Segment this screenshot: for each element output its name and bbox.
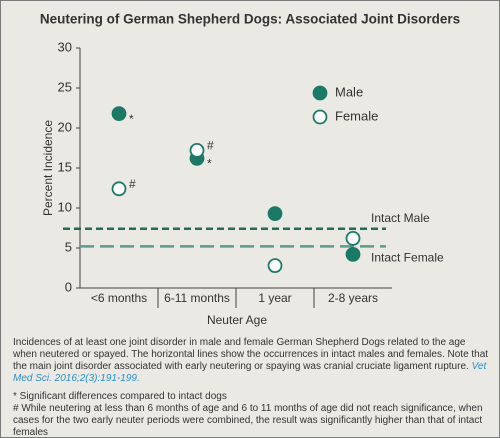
y-tick-label: 0 xyxy=(65,279,72,294)
x-axis-label: Neuter Age xyxy=(207,313,267,327)
y-tick-label: 30 xyxy=(58,39,72,54)
caption-body: Incidences of at least one joint disorde… xyxy=(13,337,489,372)
point-label: # xyxy=(129,177,136,191)
footnote: # While neutering at less than 6 months … xyxy=(13,403,483,438)
point xyxy=(267,258,283,274)
x-tick-label: <6 months xyxy=(91,291,147,305)
chart: Neutering of German Shepherd Dogs: Assoc… xyxy=(40,12,460,328)
legend-label: Male xyxy=(335,84,363,99)
point xyxy=(345,230,361,246)
reference-label: Intact Male xyxy=(371,211,430,225)
point xyxy=(111,181,127,197)
footnote: * Significant differences compared to in… xyxy=(13,391,227,402)
citation: Vet Med Sci. 2016;2(3):191-199. xyxy=(13,361,487,384)
point xyxy=(189,142,205,158)
caption-text: Incidences of at least one joint disorde… xyxy=(13,337,489,385)
chart-title: Neutering of German Shepherd Dogs: Assoc… xyxy=(40,12,460,27)
y-tick-label: 20 xyxy=(58,119,72,134)
y-tick-label: 5 xyxy=(65,239,72,254)
reference-label: Intact Female xyxy=(371,251,444,265)
y-tick-label: 10 xyxy=(58,199,72,214)
legend-label: Female xyxy=(335,108,378,123)
point xyxy=(267,206,283,222)
legend-marker xyxy=(312,85,328,101)
legend-marker xyxy=(312,109,328,125)
x-tick-label: 1 year xyxy=(258,291,291,305)
x-tick-label: 2-8 years xyxy=(328,291,378,305)
x-tick-label: 6-11 months xyxy=(164,291,230,305)
point xyxy=(111,106,127,121)
point xyxy=(345,246,361,262)
y-tick-label: 15 xyxy=(58,159,72,174)
point-label: # xyxy=(207,139,214,153)
y-tick-label: 25 xyxy=(58,79,72,94)
y-axis-label: Percent Incidence xyxy=(41,120,55,216)
point-label: * xyxy=(207,157,212,171)
point-label: * xyxy=(129,112,134,126)
caption: Incidences of at least one joint disorde… xyxy=(13,337,489,438)
